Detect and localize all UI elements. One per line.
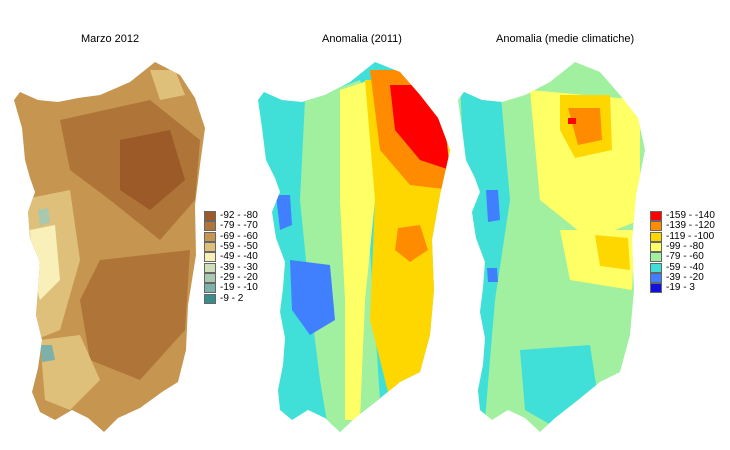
legend-item: -59 - -40	[650, 261, 715, 273]
legend-label: -159 - -140	[666, 210, 715, 222]
legend-label: -39 - -30	[220, 261, 258, 273]
legend-label: -92 - -80	[220, 210, 258, 222]
map3-title: Anomalia (medie climatiche)	[496, 33, 635, 45]
legend-item: -99 - -80	[650, 241, 715, 253]
legend-label: -39 - -20	[666, 271, 704, 283]
legend-swatch	[204, 231, 216, 242]
legend-swatch	[650, 231, 662, 242]
legend-swatch	[650, 252, 662, 263]
legend-swatch	[204, 283, 216, 294]
legend-swatch	[204, 293, 216, 304]
legend-item: -159 - -140	[650, 210, 715, 222]
legend-item: -49 - -40	[204, 251, 258, 263]
legend-item: -19 - -10	[204, 282, 258, 294]
legend-label: -29 - -20	[220, 271, 258, 283]
legend-label: -119 - -100	[666, 230, 715, 242]
legend-label: -19 - -10	[220, 282, 258, 294]
legend-item: -29 - -20	[204, 271, 258, 283]
legend-swatch	[204, 242, 216, 253]
legend-swatch	[650, 211, 662, 222]
map2-anomalia-2011	[258, 62, 450, 432]
map2-title: Anomalia (2011)	[322, 33, 402, 45]
legend-label: -19 - 3	[666, 282, 695, 294]
legend-swatch	[650, 221, 662, 232]
legend-label: -79 - -70	[220, 220, 258, 232]
legend-swatch	[204, 262, 216, 273]
legend-item: -79 - -70	[204, 220, 258, 232]
legend-item: -92 - -80	[204, 210, 258, 222]
legend-swatch	[650, 242, 662, 253]
legend-item: -79 - -60	[650, 251, 715, 263]
legend-label: -139 - -120	[666, 220, 715, 232]
legend-label: -99 - -80	[666, 241, 704, 253]
legend-item: -19 - 3	[650, 282, 715, 294]
legend-swatch	[650, 283, 662, 294]
map3-legend: -159 - -140 -139 - -120 -119 - -100 -99 …	[650, 210, 715, 294]
legend-label: -49 - -40	[220, 251, 258, 263]
legend-item: -9 - 2	[204, 292, 258, 304]
legend-swatch	[204, 272, 216, 283]
legend-label: -69 - -60	[220, 230, 258, 242]
legend-swatch	[204, 221, 216, 232]
legend-label: -9 - 2	[220, 292, 244, 304]
legend-item: -69 - -60	[204, 230, 258, 242]
legend-label: -59 - -50	[220, 241, 258, 253]
legend-item: -39 - -30	[204, 261, 258, 273]
legend-item: -139 - -120	[650, 220, 715, 232]
legend-item: -59 - -50	[204, 241, 258, 253]
legend-label: -59 - -40	[666, 261, 704, 273]
legend-item: -39 - -20	[650, 271, 715, 283]
legend-label: -79 - -60	[666, 251, 704, 263]
map1-marzo-2012	[14, 62, 205, 432]
legend-swatch	[204, 211, 216, 222]
legend-item: -119 - -100	[650, 230, 715, 242]
legend-swatch	[204, 252, 216, 263]
map3-anomalia-medie-climatiche	[458, 62, 645, 432]
legend-swatch	[650, 272, 662, 283]
map1-legend: -92 - -80 -79 - -70 -69 - -60 -59 - -50 …	[204, 211, 258, 304]
map1-title: Marzo 2012	[81, 33, 140, 45]
legend-swatch	[650, 262, 662, 273]
